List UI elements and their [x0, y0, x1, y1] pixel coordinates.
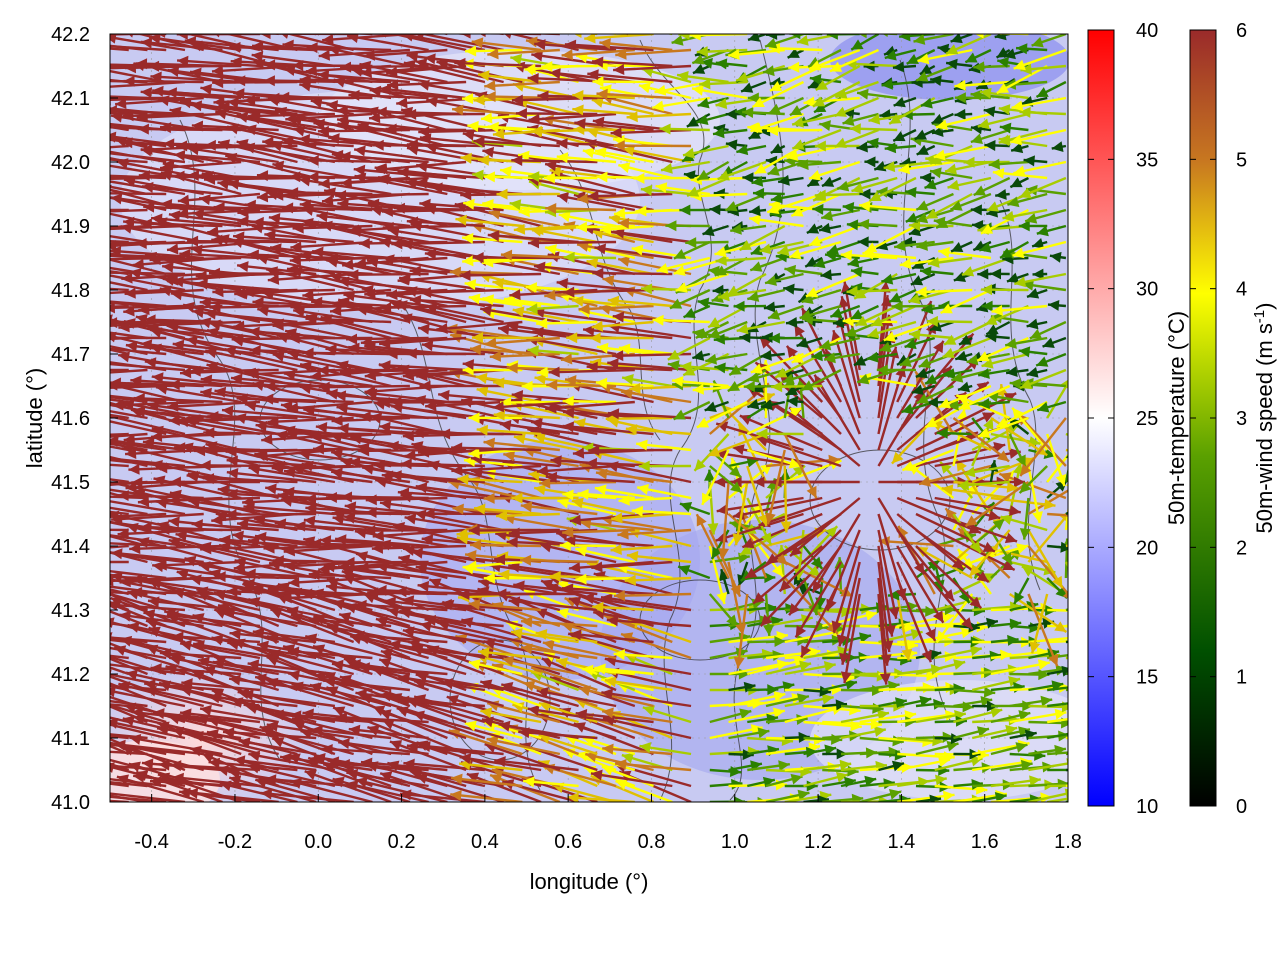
wind-arrow — [558, 17, 616, 34]
x-tick-label: 1.2 — [804, 831, 832, 853]
colorbar-tick-label: 1 — [1236, 667, 1247, 689]
colorbar-tick-label: 15 — [1136, 667, 1158, 689]
wind-arrow — [1066, 501, 1090, 514]
wind-label-prefix: 50m-wind speed (m s — [1252, 323, 1277, 533]
y-tick-label: 41.7 — [51, 344, 90, 366]
x-tick-label: -0.2 — [218, 831, 252, 853]
wind-speed-colorbar: 0 1 2 3 4 5 6 50m-wind speed (m s-1) — [1190, 20, 1277, 818]
x-tick-label: 0.0 — [304, 831, 332, 853]
y-axis: 41.0 41.1 41.2 41.3 41.4 41.5 41.6 41.7 41.8 41.9… — [51, 24, 118, 814]
colorbar-tick-label: 40 — [1136, 20, 1158, 42]
wind-speed-colorbar-label: 50m-wind speed (m s-1) — [1251, 303, 1278, 534]
wind-arrow — [536, 22, 597, 34]
colorbar-tick-label: 20 — [1136, 537, 1158, 559]
wind-arrow — [395, 8, 484, 34]
wind-arrow — [32, 176, 110, 194]
y-axis-label: latitude (°) — [22, 368, 47, 469]
wind-arrow — [119, 12, 203, 34]
temperature-colorbar-label: 50m-temperature (°C) — [1164, 311, 1189, 525]
wind-label-sup: -1 — [1251, 310, 1268, 323]
colorbar-tick-label: 35 — [1136, 149, 1158, 171]
x-axis: -0.4 -0.2 0.0 0.2 0.4 0.6 0.8 1.0 1.2 1.4 1.6 1.8 — [134, 794, 1081, 853]
x-tick-label: 1.4 — [887, 831, 915, 853]
wind-arrow — [309, 12, 391, 34]
x-tick-label: 0.6 — [554, 831, 582, 853]
colorbar-tick-label: 6 — [1236, 20, 1247, 42]
y-tick-label: 42.0 — [51, 152, 90, 174]
wind-label-suffix: ) — [1252, 303, 1277, 310]
wind-arrow — [28, 507, 110, 530]
colorbar-tick-label: 0 — [1236, 796, 1247, 818]
colorbar-tick-label: 3 — [1236, 408, 1247, 430]
wind-arrow — [33, 46, 110, 66]
colorbar-tick-label: 4 — [1236, 279, 1247, 301]
wind-arrow — [17, 202, 110, 213]
wind-arrow — [456, 16, 522, 34]
wind-arrow — [503, 11, 578, 34]
x-tick-label: 1.0 — [721, 831, 749, 853]
wind-arrow — [138, 10, 223, 34]
temperature-field — [16, 8, 1131, 820]
y-tick-label: 41.4 — [51, 536, 90, 558]
x-tick-label: 0.2 — [388, 831, 416, 853]
y-tick-label: 41.9 — [51, 216, 90, 238]
wind-arrow — [30, 62, 110, 82]
wind-arrow — [212, 12, 297, 34]
x-tick-label: 1.8 — [1054, 831, 1082, 853]
wind-arrow — [18, 301, 110, 322]
y-tick-label: 41.0 — [51, 792, 90, 814]
wind-arrow — [233, 20, 316, 34]
colorbar-tick-label: 25 — [1136, 408, 1158, 430]
wind-arrow — [25, 315, 110, 338]
wind-arrow — [17, 637, 110, 658]
colorbar-tick-label: 10 — [1136, 796, 1158, 818]
x-tick-label: 0.4 — [471, 831, 499, 853]
y-tick-label: 41.3 — [51, 600, 90, 622]
wind-arrow — [31, 689, 110, 706]
wind-arrow — [622, 21, 672, 34]
wind-arrow — [24, 513, 110, 524]
colorbar-tick-label: 2 — [1236, 537, 1247, 559]
x-tick-label: 0.8 — [638, 831, 666, 853]
colorbar-tick-label: 5 — [1236, 149, 1247, 171]
wind-arrow — [29, 119, 110, 130]
wind-arrow — [22, 570, 110, 594]
y-tick-label: 42.1 — [51, 88, 90, 110]
x-tick-label: 1.6 — [971, 831, 999, 853]
y-tick-label: 41.5 — [51, 472, 90, 494]
y-tick-label: 42.2 — [51, 24, 90, 46]
wind-arrow — [991, 24, 1047, 35]
wind-arrow — [34, 759, 110, 786]
wind-arrow — [420, 18, 503, 34]
wind-arrow — [28, 245, 110, 258]
colorbar-tick-label: 30 — [1136, 279, 1158, 301]
x-tick-label: -0.4 — [134, 831, 168, 853]
y-tick-label: 41.2 — [51, 664, 90, 686]
wind-arrow — [106, 23, 185, 34]
wind-arrow — [376, 21, 466, 34]
wind-arrow — [25, 257, 110, 274]
y-tick-label: 41.8 — [51, 280, 90, 302]
x-axis-label: longitude (°) — [530, 869, 649, 894]
wind-arrow — [1066, 562, 1091, 604]
wind-arrow — [23, 564, 110, 578]
temperature-colorbar: 10 15 20 25 30 35 40 50m-temperature (°C) — [1088, 20, 1189, 818]
wind-arrow — [27, 691, 110, 722]
wind-arrow — [360, 12, 447, 34]
y-tick-label: 41.6 — [51, 408, 90, 430]
wind-arrow — [199, 15, 279, 34]
y-tick-label: 41.1 — [51, 728, 90, 750]
